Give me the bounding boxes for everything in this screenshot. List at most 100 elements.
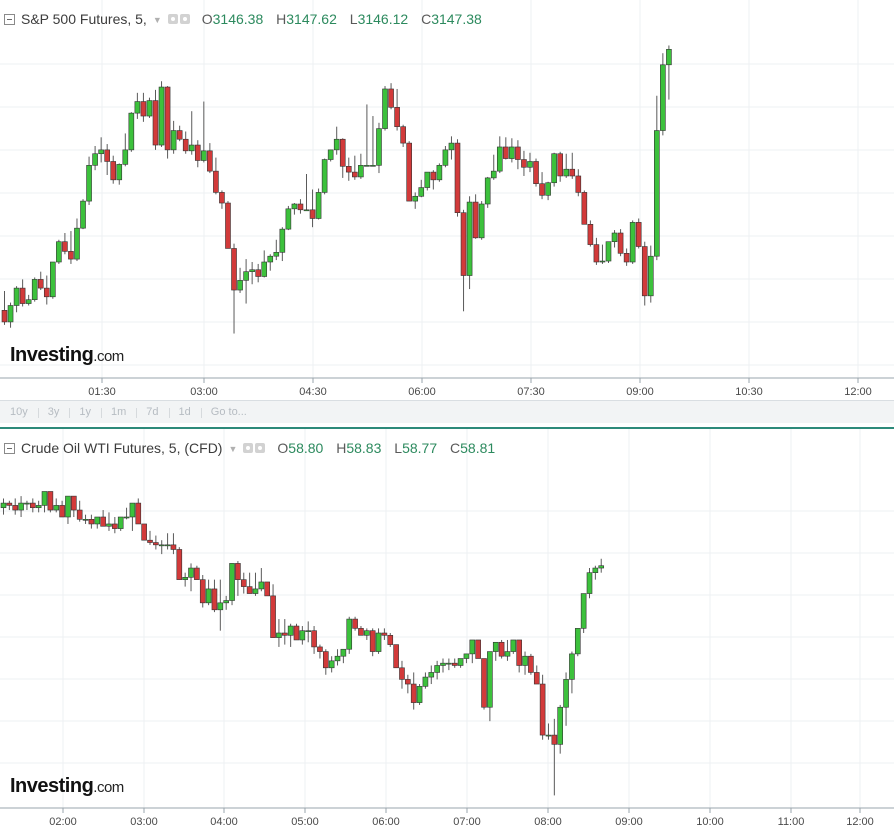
candle[interactable] xyxy=(24,500,30,511)
candle[interactable] xyxy=(593,237,600,265)
period-1y[interactable]: 1y xyxy=(69,406,101,418)
candle[interactable] xyxy=(128,112,135,152)
candle[interactable] xyxy=(299,626,306,645)
candle[interactable] xyxy=(339,138,346,178)
candle[interactable] xyxy=(475,639,481,659)
candle[interactable] xyxy=(116,163,123,185)
candle[interactable] xyxy=(243,259,249,304)
candle[interactable] xyxy=(660,53,666,136)
candle[interactable] xyxy=(581,190,588,225)
candle[interactable] xyxy=(569,651,575,694)
candle[interactable] xyxy=(88,514,95,529)
period-3y[interactable]: 3y xyxy=(37,406,70,418)
candle[interactable] xyxy=(50,261,56,299)
candle[interactable] xyxy=(249,262,255,285)
candle[interactable] xyxy=(334,649,341,666)
candle[interactable] xyxy=(112,517,118,534)
candle[interactable] xyxy=(140,92,147,122)
candle[interactable] xyxy=(37,271,44,291)
candle[interactable] xyxy=(376,122,382,174)
candle[interactable] xyxy=(454,139,461,217)
candle[interactable] xyxy=(164,86,171,159)
candle[interactable] xyxy=(94,516,101,529)
candle[interactable] xyxy=(345,157,352,181)
candle[interactable] xyxy=(176,547,183,580)
candle[interactable] xyxy=(539,674,546,740)
candle[interactable] xyxy=(264,581,271,597)
goto-button[interactable]: Go to... xyxy=(200,406,257,418)
candle[interactable] xyxy=(586,568,593,599)
candle[interactable] xyxy=(666,45,672,100)
candle[interactable] xyxy=(62,233,68,255)
candle[interactable] xyxy=(575,169,582,197)
candle[interactable] xyxy=(311,626,317,654)
chevron-down-icon[interactable]: ▼ xyxy=(152,15,162,25)
candle[interactable] xyxy=(370,116,376,167)
candle[interactable] xyxy=(654,95,660,261)
candle[interactable] xyxy=(273,239,280,261)
candle[interactable] xyxy=(484,176,491,208)
candle[interactable] xyxy=(134,92,141,119)
candle[interactable] xyxy=(381,628,388,640)
candle[interactable] xyxy=(472,194,479,239)
candle[interactable] xyxy=(219,190,225,209)
candle[interactable] xyxy=(424,171,431,191)
candle[interactable] xyxy=(430,170,437,190)
candle[interactable] xyxy=(352,155,358,180)
candle[interactable] xyxy=(153,535,159,550)
candle[interactable] xyxy=(446,658,452,671)
candle[interactable] xyxy=(478,201,485,240)
candle[interactable] xyxy=(487,651,493,722)
candle[interactable] xyxy=(352,616,358,631)
candle[interactable] xyxy=(59,500,65,518)
candle[interactable] xyxy=(327,149,334,162)
candle[interactable] xyxy=(104,144,110,175)
candle[interactable] xyxy=(199,575,206,608)
candle[interactable] xyxy=(47,491,54,513)
candle[interactable] xyxy=(481,658,487,710)
candle[interactable] xyxy=(569,152,576,179)
candle[interactable] xyxy=(182,131,189,154)
candle[interactable] xyxy=(503,137,509,160)
candle[interactable] xyxy=(387,633,394,647)
candle[interactable] xyxy=(147,530,153,545)
candle[interactable] xyxy=(448,136,455,160)
candle[interactable] xyxy=(207,143,213,174)
candle[interactable] xyxy=(457,658,464,668)
candle[interactable] xyxy=(469,639,476,664)
candle[interactable] xyxy=(25,294,32,306)
candle[interactable] xyxy=(164,533,171,550)
candle[interactable] xyxy=(188,111,195,155)
candle[interactable] xyxy=(41,491,48,513)
candle[interactable] xyxy=(492,641,499,661)
candle[interactable] xyxy=(285,205,292,231)
gear-icon[interactable] xyxy=(179,14,190,24)
candle[interactable] xyxy=(122,133,129,167)
candle[interactable] xyxy=(557,151,563,182)
candle[interactable] xyxy=(100,510,106,527)
candle[interactable] xyxy=(466,196,473,290)
candle[interactable] xyxy=(18,496,24,517)
candle[interactable] xyxy=(340,648,347,664)
candle[interactable] xyxy=(188,563,194,592)
candle[interactable] xyxy=(388,83,394,110)
candle[interactable] xyxy=(416,684,423,705)
candle[interactable] xyxy=(328,656,335,673)
eye-icon[interactable] xyxy=(243,443,254,453)
candle[interactable] xyxy=(545,181,551,201)
period-10y[interactable]: 10y xyxy=(10,406,28,418)
candle[interactable] xyxy=(533,665,540,685)
candle[interactable] xyxy=(364,104,370,167)
candle[interactable] xyxy=(74,218,80,262)
crude-oil-chart[interactable]: 02:00 03:00 04:00 05:00 06:00 07:00 08:00 09:00… xyxy=(0,429,894,831)
candle[interactable] xyxy=(539,172,545,200)
candle[interactable] xyxy=(129,502,136,531)
candle[interactable] xyxy=(551,718,558,796)
candle[interactable] xyxy=(255,263,261,283)
candle[interactable] xyxy=(358,626,364,636)
candle[interactable] xyxy=(490,154,497,180)
candle[interactable] xyxy=(442,146,449,168)
candle[interactable] xyxy=(29,498,36,513)
sp500-chart[interactable]: 01:30 03:00 04:30 06:00 07:30 09:00 10:30 12:00 xyxy=(0,0,894,400)
candle[interactable] xyxy=(240,572,247,594)
